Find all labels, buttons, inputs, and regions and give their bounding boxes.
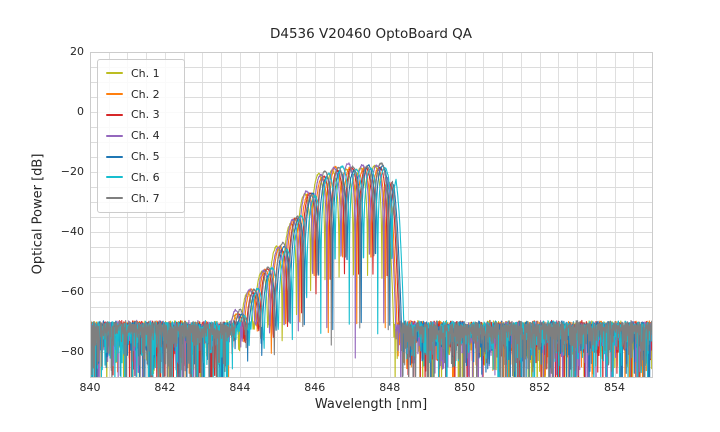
legend-item: Ch. 7 [98,188,184,209]
legend-item: Ch. 6 [98,167,184,188]
legend-item-label: Ch. 2 [131,87,160,101]
legend-item: Ch. 4 [98,125,184,146]
legend-line-swatch [106,72,123,75]
y-tick-label: −20 [60,165,84,179]
x-tick-label: 848 [379,381,401,394]
x-tick-label: 844 [229,381,251,394]
x-tick-label: 854 [604,381,626,394]
x-tick-label: 846 [304,381,326,394]
x-tick-label: 840 [79,381,101,394]
legend-item: Ch. 3 [98,105,184,126]
x-axis-label: Wavelength [nm] [314,397,428,412]
legend-line-swatch [106,93,123,96]
legend-item-label: Ch. 1 [131,66,160,80]
y-tick-label: −40 [60,225,84,239]
legend-item-label: Ch. 3 [131,108,160,122]
legend-line-swatch [106,155,123,158]
x-tick-label: 850 [454,381,476,394]
legend-item: Ch. 5 [98,146,184,167]
x-tick-label: 852 [529,381,551,394]
y-axis-label: Optical Power [dB] [30,153,46,275]
legend-item-label: Ch. 4 [131,129,160,143]
legend-item-label: Ch. 6 [131,170,160,184]
legend-line-swatch [106,134,123,137]
legend: Ch. 1 Ch. 2 Ch. 3 Ch. 4 Ch. 5 Ch. 6 Ch. 7 [97,59,185,213]
legend-line-swatch [106,113,123,116]
y-tick-label: 0 [77,105,84,119]
legend-line-swatch [106,176,123,179]
legend-item: Ch. 2 [98,84,184,105]
chart-title: D4536 V20460 OptoBoard QA [269,26,473,42]
y-tick-label: −60 [60,285,84,299]
x-tick-label: 842 [154,381,176,394]
y-tick-label: −80 [60,345,84,359]
y-tick-label: 20 [70,45,84,58]
legend-item-label: Ch. 7 [131,191,160,205]
legend-item: Ch. 1 [98,63,184,84]
legend-item-label: Ch. 5 [131,150,160,164]
legend-line-swatch [106,197,123,200]
